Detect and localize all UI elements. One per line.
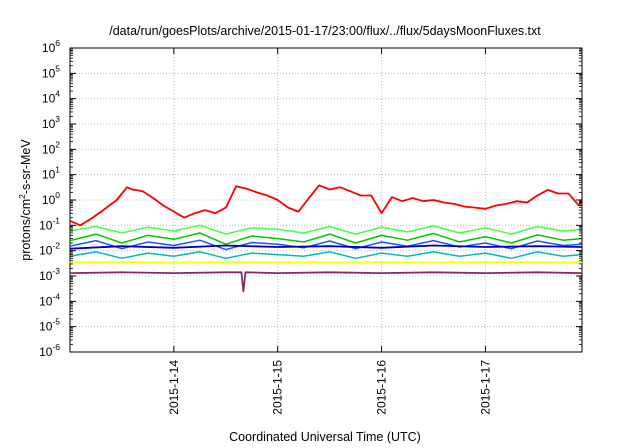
series-line-2 — [69, 251, 583, 260]
y-tick-label: 105 — [42, 63, 60, 80]
series-line-4 — [69, 232, 583, 245]
y-tick-label: 10-2 — [39, 241, 60, 258]
y-axis-ticks: 106 105 104 103 102 101 100 10-1 10-2 10-3 10-4 10-… — [39, 38, 582, 359]
y-tick-label: 10-4 — [39, 291, 60, 308]
series-line-8 — [69, 184, 583, 227]
x-tick-label: 2015-1-17 — [478, 360, 492, 415]
y-tick-label: 103 — [42, 114, 60, 131]
y-tick-label: 104 — [42, 89, 60, 106]
y-axis-label: protons/cm2-s-sr-MeV — [17, 139, 33, 261]
x-axis-label: Coordinated Universal Time (UTC) — [229, 430, 421, 444]
series-line-5 — [69, 224, 583, 235]
series-line-7 — [69, 271, 583, 293]
y-axis-label-sup: 2 — [17, 194, 27, 199]
chart-title: /data/run/goesPlots/archive/2015-01-17/2… — [109, 24, 541, 38]
y-axis-label-pre: protons/cm — [19, 199, 33, 261]
y-axis-label-post: -s-sr-MeV — [19, 139, 33, 195]
y-tick-label: 106 — [42, 38, 60, 55]
y-tick-label: 101 — [42, 165, 60, 182]
y-tick-label: 102 — [42, 139, 60, 156]
y-tick-label: 10-5 — [39, 317, 60, 334]
y-tick-label: 10-3 — [39, 266, 60, 283]
y-tick-label: 10-1 — [39, 215, 60, 232]
x-tick-label: 2015-1-14 — [167, 360, 181, 415]
x-tick-label: 2015-1-16 — [375, 360, 389, 415]
grid — [70, 48, 582, 352]
x-axis-ticks: 2015-1-14 2015-1-15 2015-1-16 2015-1-17 — [167, 48, 492, 415]
x-tick-label: 2015-1-15 — [271, 360, 285, 415]
series-line-6 — [69, 244, 583, 250]
series-layer — [69, 184, 583, 293]
y-tick-label: 10-6 — [39, 342, 60, 359]
y-tick-label: 100 — [42, 190, 60, 207]
